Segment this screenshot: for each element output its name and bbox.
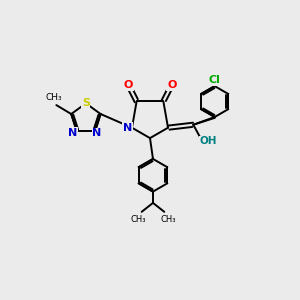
Text: N: N: [92, 128, 102, 138]
Text: CH₃: CH₃: [130, 215, 146, 224]
Text: Cl: Cl: [209, 75, 220, 85]
Text: N: N: [68, 128, 78, 138]
Text: O: O: [124, 80, 133, 90]
Text: CH₃: CH₃: [160, 215, 176, 224]
Text: S: S: [82, 98, 90, 108]
Text: CH₃: CH₃: [46, 92, 62, 101]
Text: OH: OH: [200, 136, 218, 146]
Text: N: N: [123, 123, 132, 133]
Text: O: O: [167, 80, 176, 90]
